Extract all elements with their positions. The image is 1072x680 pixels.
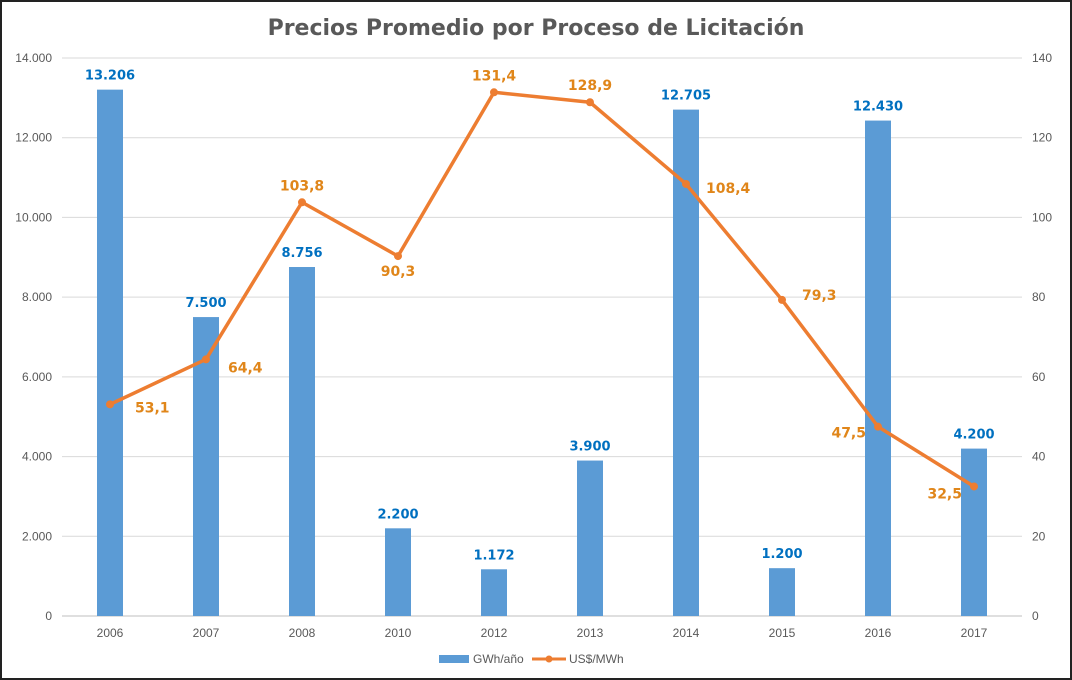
bar-data-label: 7.500 bbox=[185, 296, 226, 311]
bar bbox=[193, 317, 219, 616]
line-data-label: 108,4 bbox=[706, 181, 751, 197]
x-tick-label: 2014 bbox=[673, 626, 700, 640]
line-marker bbox=[106, 400, 114, 409]
bar bbox=[577, 460, 603, 616]
y-left-tick-label: 8.000 bbox=[22, 290, 52, 304]
y-left-tick-label: 2.000 bbox=[22, 529, 52, 543]
y-right-tick-label: 40 bbox=[1032, 450, 1046, 464]
bar-data-label: 4.200 bbox=[953, 428, 994, 443]
line-series bbox=[109, 90, 975, 488]
y-left-tick-label: 4.000 bbox=[22, 450, 52, 464]
line-data-label: 103,8 bbox=[280, 178, 324, 194]
line-data-label: 128,9 bbox=[568, 78, 612, 94]
bar bbox=[961, 448, 987, 616]
y-right-tick-label: 140 bbox=[1032, 51, 1052, 65]
x-tick-label: 2006 bbox=[97, 626, 124, 640]
bar-data-label: 12.430 bbox=[853, 100, 903, 115]
line-marker bbox=[586, 98, 594, 107]
line-data-label: 53,1 bbox=[135, 400, 170, 416]
y-left-tick-label: 0 bbox=[45, 609, 52, 623]
y-left-tick-label: 10.000 bbox=[15, 210, 52, 224]
bar bbox=[385, 528, 411, 616]
y-right-tick-label: 80 bbox=[1032, 290, 1046, 304]
bar-data-label: 12.705 bbox=[661, 89, 711, 104]
bar-data-label: 1.200 bbox=[761, 547, 802, 562]
line-marker bbox=[202, 355, 210, 364]
x-tick-label: 2007 bbox=[193, 626, 220, 640]
x-tick-label: 2013 bbox=[577, 626, 604, 640]
bar bbox=[481, 569, 507, 616]
legend-label-bar: GWh/año bbox=[473, 652, 524, 666]
y-right-tick-label: 120 bbox=[1032, 131, 1052, 145]
x-tick-label: 2017 bbox=[961, 626, 988, 640]
x-tick-label: 2008 bbox=[289, 626, 316, 640]
legend-marker bbox=[545, 655, 553, 663]
line-marker bbox=[874, 422, 882, 431]
bar bbox=[289, 267, 315, 616]
y-right-tick-label: 60 bbox=[1032, 370, 1046, 384]
y-left-tick-label: 12.000 bbox=[15, 131, 52, 145]
y-left-tick-label: 6.000 bbox=[22, 370, 52, 384]
line-data-label: 64,4 bbox=[228, 360, 263, 376]
line-data-label: 90,3 bbox=[381, 264, 416, 280]
x-tick-label: 2015 bbox=[769, 626, 796, 640]
bar-data-label: 3.900 bbox=[569, 440, 610, 455]
line-data-label: 32,5 bbox=[927, 486, 962, 502]
legend-label-line: US$/MWh bbox=[569, 652, 624, 666]
y-right-tick-label: 100 bbox=[1032, 210, 1052, 224]
x-tick-label: 2010 bbox=[385, 626, 412, 640]
y-left-tick-label: 14.000 bbox=[15, 51, 52, 65]
line-marker bbox=[778, 295, 786, 304]
legend-swatch-bar bbox=[439, 655, 469, 663]
line-data-label: 47,5 bbox=[831, 426, 866, 442]
x-tick-label: 2012 bbox=[481, 626, 508, 640]
line-data-label: 79,3 bbox=[802, 288, 837, 304]
line-marker bbox=[490, 88, 498, 97]
y-right-tick-label: 0 bbox=[1032, 609, 1039, 623]
bar bbox=[865, 120, 891, 616]
x-tick-label: 2016 bbox=[865, 626, 892, 640]
y-right-tick-label: 20 bbox=[1032, 529, 1046, 543]
line-marker bbox=[970, 482, 978, 491]
bar bbox=[769, 568, 795, 616]
bar-data-label: 8.756 bbox=[281, 246, 322, 261]
bar-data-label: 2.200 bbox=[377, 507, 418, 522]
line-marker bbox=[298, 198, 306, 207]
line-marker bbox=[682, 179, 690, 188]
line-marker bbox=[394, 252, 402, 261]
bar bbox=[97, 89, 123, 617]
bar-data-label: 13.206 bbox=[85, 69, 135, 84]
bar-data-label: 1.172 bbox=[473, 548, 514, 563]
legend: GWh/año US$/MWh bbox=[439, 652, 624, 666]
chart-title: Precios Promedio por Proceso de Licitaci… bbox=[268, 16, 805, 41]
line-data-label: 131,4 bbox=[472, 68, 517, 84]
